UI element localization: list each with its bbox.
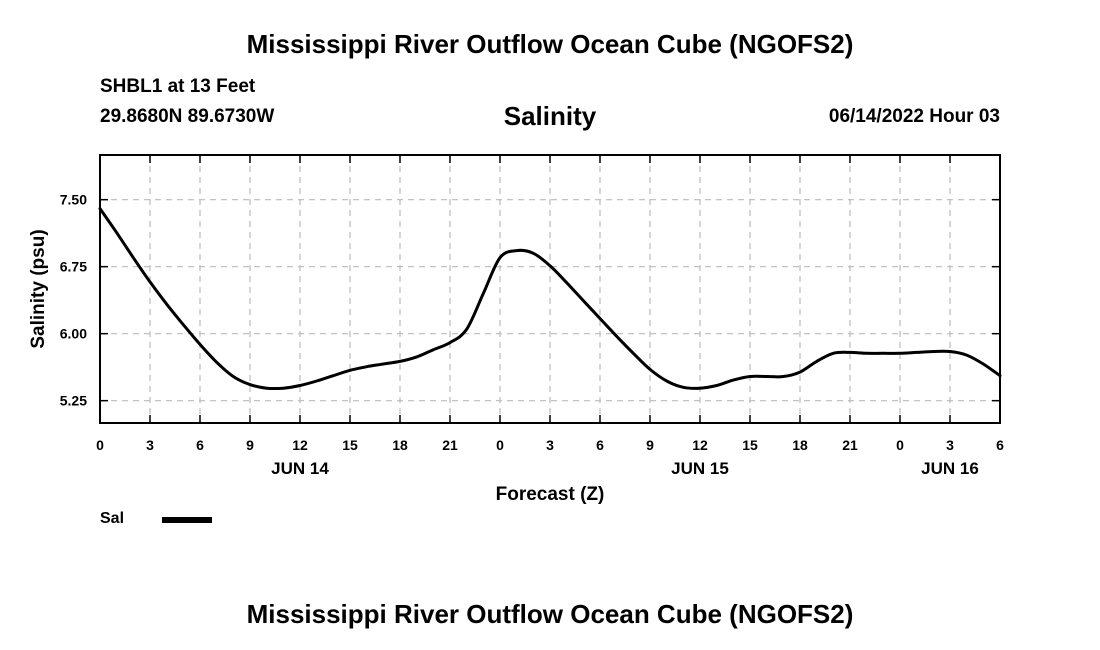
x-tick-label: 18: [392, 437, 408, 453]
legend-swatch: [162, 517, 212, 523]
x-tick-label: 6: [996, 437, 1004, 453]
datetime-label: 06/14/2022 Hour 03: [828, 106, 1000, 127]
y-tick-label: 7.50: [60, 192, 87, 208]
x-tick-label: 18: [792, 437, 808, 453]
x-tick-label: 0: [496, 437, 504, 453]
x-tick-label: 0: [96, 437, 104, 453]
x-tick-label: 6: [596, 437, 604, 453]
x-tick-label: 21: [442, 437, 458, 453]
x-tick-label: 6: [196, 437, 204, 453]
main-title: Mississippi River Outflow Ocean Cube (NG…: [246, 29, 854, 59]
series-line-sal: [98, 207, 1002, 391]
y-axis-title: Salinity (psu): [28, 229, 49, 348]
x-tick-label: 15: [342, 437, 358, 453]
x-tick-label: 21: [842, 437, 858, 453]
x-tick-label: 12: [692, 437, 708, 453]
grid: [100, 155, 1000, 423]
x-tick-label: 0: [896, 437, 904, 453]
x-tick-label: 3: [946, 437, 954, 453]
axis-labels: 0 3 6 9 12 15 18 21 0 3 6 9 12 15 18 21 0 3 6 5.25 6.00 6.75 7…: [28, 192, 1004, 505]
y-tick-label: 5.25: [60, 393, 87, 409]
x-tick-label: 3: [146, 437, 154, 453]
x-axis-title: Forecast (Z): [496, 484, 605, 505]
chart-title: Salinity: [503, 101, 597, 131]
coordinates-label: 29.8680N 89.6730W: [100, 106, 275, 127]
x-tick-label: 9: [246, 437, 254, 453]
series-layer: [98, 207, 1002, 391]
x-tick-label: 9: [646, 437, 654, 453]
ticks: [99, 155, 1001, 423]
x-tick-label: 3: [546, 437, 554, 453]
date-label: JUN 16: [921, 459, 979, 478]
date-label: JUN 14: [271, 459, 329, 478]
legend-label: Sal: [100, 510, 125, 527]
x-tick-label: 12: [292, 437, 308, 453]
footer-title: Mississippi River Outflow Ocean Cube (NG…: [246, 599, 854, 629]
station-label: SHBL1 at 13 Feet: [100, 76, 256, 97]
date-label: JUN 15: [671, 459, 729, 478]
y-tick-label: 6.75: [60, 259, 87, 275]
x-tick-label: 15: [742, 437, 758, 453]
y-tick-label: 6.00: [60, 326, 87, 342]
